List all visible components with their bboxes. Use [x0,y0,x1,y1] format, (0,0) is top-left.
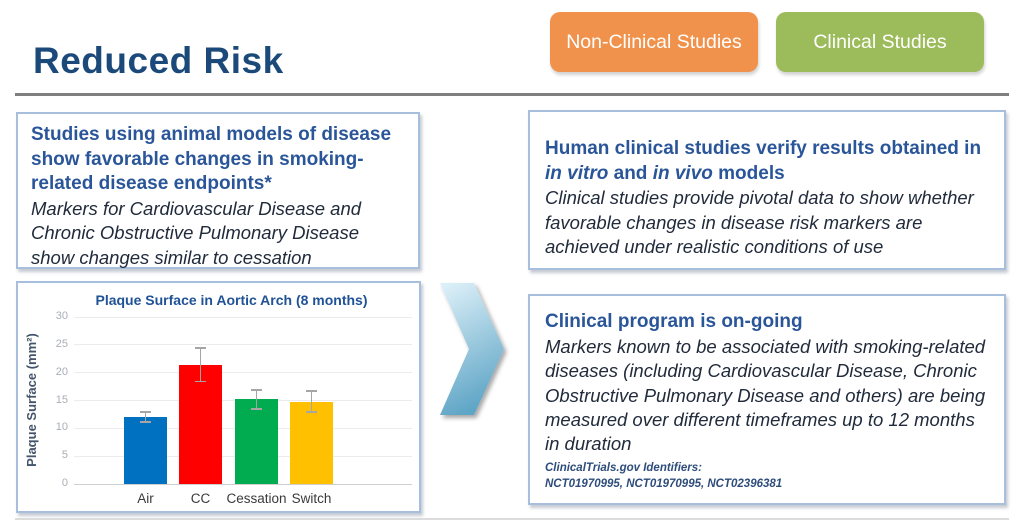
clinicaltrials-footnote: ClinicalTrials.gov Identifiers: NCT01970… [545,460,782,493]
error-bar-cap [306,411,317,413]
error-bar-cap [140,421,151,423]
footnote-label: ClinicalTrials.gov Identifiers: [545,461,702,474]
non-clinical-studies-button[interactable]: Non-Clinical Studies [550,12,758,72]
y-tick-label: 15 [55,393,68,406]
y-tick-label: 20 [55,365,68,378]
error-bar-cap [195,380,206,383]
clinical-program-box: Clinical program is on-going Markers kno… [528,294,1006,505]
y-tick-label: 5 [61,449,68,462]
error-bar-cap [195,347,206,349]
bottom-divider [15,518,1009,520]
heading-italic-in-vitro: in vitro [545,162,609,184]
x-category-label: Cessation [226,491,287,506]
chart-panel: Plaque Surface in Aortic Arch (8 months)… [16,281,421,513]
clinical-verify-heading: Human clinical studies verify results ob… [545,137,989,186]
x-category-label: CC [190,491,211,506]
error-bar-cap [306,390,317,392]
y-tick-label: 0 [61,477,68,489]
bar-cessation [235,399,278,484]
clinical-studies-button[interactable]: Clinical Studies [776,12,984,72]
error-bar [310,391,313,413]
chart-title: Plaque Surface in Aortic Arch (8 months) [95,292,368,308]
animal-models-heading: Studies using animal models of disease s… [31,124,392,195]
footnote-ids: NCT01970995, NCT01970995, NCT02396381 [545,478,783,491]
heading-italic-in-vivo: in vivo [652,162,713,184]
gridline [74,344,412,346]
gridline [74,483,412,485]
bar-chart-plot: 0 5 10 15 20 25 30 Air CC Cessation Switch [18,283,419,511]
y-tick-label: 10 [55,421,68,434]
error-bar-cap [251,408,262,410]
bar-air [124,417,167,484]
error-bar [144,412,147,423]
heading-text: and [608,162,653,184]
clinical-verify-box: Human clinical studies verify results ob… [528,110,1006,270]
chevron-right-icon [440,283,504,415]
clinical-program-heading: Clinical program is on-going [545,311,803,332]
clinical-verify-body: Clinical studies provide pivotal data to… [545,187,974,258]
error-bar-cap [251,389,262,391]
animal-models-body: Markers for Cardiovascular Disease and C… [31,198,362,268]
y-tick-label: 30 [55,310,68,322]
error-bar [255,389,258,409]
heading-text: models [712,162,785,184]
error-bar [199,348,202,382]
page-title: Reduced Risk [33,40,284,81]
gridline [74,316,412,318]
x-category-label: Air [137,491,154,506]
x-category-label: Switch [291,491,332,506]
error-bar-cap [140,411,151,413]
title-divider [15,93,1009,96]
y-tick-label: 25 [55,337,68,350]
heading-text: Human clinical studies verify results ob… [545,138,982,159]
clinical-program-body: Markers known to be associated with smok… [545,335,986,455]
gridline [74,372,412,374]
bar-cc [179,364,222,484]
animal-models-box: Studies using animal models of disease s… [16,112,420,269]
bar-switch [290,401,333,484]
